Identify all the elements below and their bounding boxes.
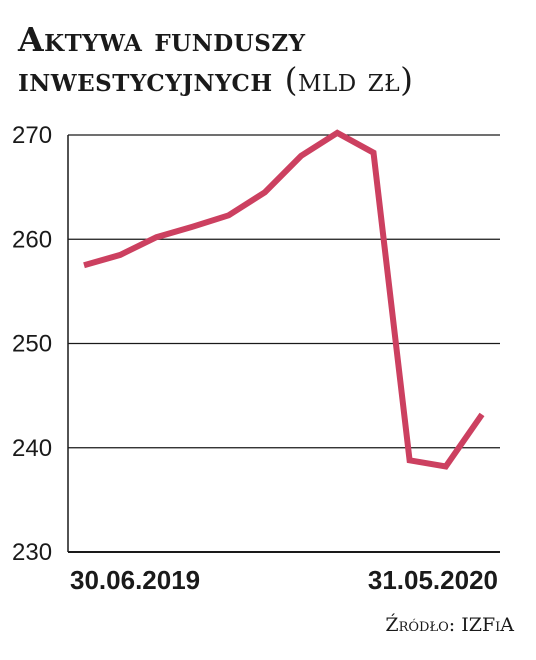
x-tick-label-end: 31.05.2020 <box>368 565 498 595</box>
y-tick-label-250: 250 <box>12 331 52 358</box>
y-tick-label-240: 240 <box>12 435 52 462</box>
chart-title: Aktywa funduszy inwestycyjnych (mld zł) <box>18 20 518 100</box>
series-line-0 <box>83 129 485 470</box>
series-layer <box>83 129 485 470</box>
chart-title-unit: (mld zł) <box>284 60 414 99</box>
y-tick-label-260: 260 <box>12 226 52 253</box>
source-note: Źródło: IZFiA <box>385 614 514 636</box>
label-layer: 270 260 250 240 230 30.06.2019 31.05.2020 <box>12 122 498 595</box>
chart-title-main: Aktywa funduszy inwestycyjnych <box>18 20 306 99</box>
x-tick-label-start: 30.06.2019 <box>70 565 200 595</box>
y-tick-label-270: 270 <box>12 122 52 149</box>
grid-layer <box>68 134 500 553</box>
y-tick-label-230: 230 <box>12 539 52 566</box>
